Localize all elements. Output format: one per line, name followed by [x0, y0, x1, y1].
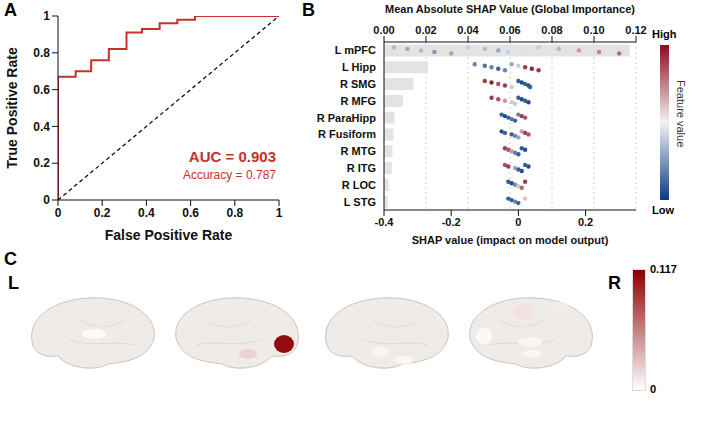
svg-text:-0.4: -0.4: [375, 216, 395, 228]
svg-text:0.4: 0.4: [33, 120, 50, 134]
svg-text:R ParaHipp: R ParaHipp: [317, 112, 377, 124]
svg-text:SHAP value (impact on model ou: SHAP value (impact on model output): [412, 234, 609, 246]
svg-text:R SMG: R SMG: [340, 78, 376, 90]
svg-text:L Hipp: L Hipp: [342, 61, 376, 73]
html-text:B: B: [302, 0, 315, 20]
html-text:0.117: 0.117: [650, 263, 677, 275]
svg-text:R MTG: R MTG: [341, 145, 376, 157]
svg-text:0.08: 0.08: [541, 24, 562, 36]
svg-text:0.8: 0.8: [226, 206, 243, 220]
svg-text:R LOC: R LOC: [342, 179, 376, 191]
svg-text:R MFG: R MFG: [341, 95, 376, 107]
html-text:C: C: [4, 249, 17, 269]
svg-text:0.02: 0.02: [415, 24, 436, 36]
html-text:R: R: [608, 273, 621, 293]
svg-text:0.8: 0.8: [33, 46, 50, 60]
html-text:L: L: [8, 273, 19, 293]
html-text:Mean Absolute SHAP Value (Glob: Mean Absolute SHAP Value (Global Importa…: [385, 3, 635, 15]
svg-text:L mPFC: L mPFC: [335, 44, 376, 56]
svg-text:0.2: 0.2: [578, 216, 593, 228]
svg-text:0.04: 0.04: [457, 24, 479, 36]
svg-text:0.2: 0.2: [33, 156, 50, 170]
svg-text:0.00: 0.00: [373, 24, 394, 36]
svg-text:R ITG: R ITG: [347, 162, 376, 174]
svg-text:L STG: L STG: [344, 196, 376, 208]
svg-text:0.2: 0.2: [94, 206, 111, 220]
html-text:Feature value: Feature value: [675, 80, 687, 148]
svg-text:0.4: 0.4: [138, 206, 155, 220]
svg-text:0.6: 0.6: [182, 206, 199, 220]
html-text:Accuracy = 0.787: Accuracy = 0.787: [182, 168, 276, 182]
svg-text:True Positive Rate: True Positive Rate: [4, 47, 20, 169]
svg-text:0.10: 0.10: [583, 24, 604, 36]
svg-text:0: 0: [43, 193, 50, 207]
html-text:0: 0: [650, 383, 657, 395]
html-text:A: A: [4, 0, 17, 20]
svg-text:0: 0: [55, 206, 62, 220]
svg-text:R Fusiform: R Fusiform: [318, 128, 376, 140]
svg-text:0.6: 0.6: [33, 83, 50, 97]
svg-text:False Positive Rate: False Positive Rate: [105, 227, 233, 243]
html-text:High: High: [652, 28, 677, 40]
svg-text:-0.2: -0.2: [442, 216, 461, 228]
html-text:Low: Low: [652, 204, 674, 216]
svg-text:1: 1: [276, 206, 283, 220]
svg-text:0: 0: [515, 216, 521, 228]
svg-text:1: 1: [43, 9, 50, 23]
html-text:AUC = 0.903: AUC = 0.903: [188, 148, 276, 165]
svg-text:0.06: 0.06: [499, 24, 520, 36]
svg-text:0.12: 0.12: [625, 24, 646, 36]
